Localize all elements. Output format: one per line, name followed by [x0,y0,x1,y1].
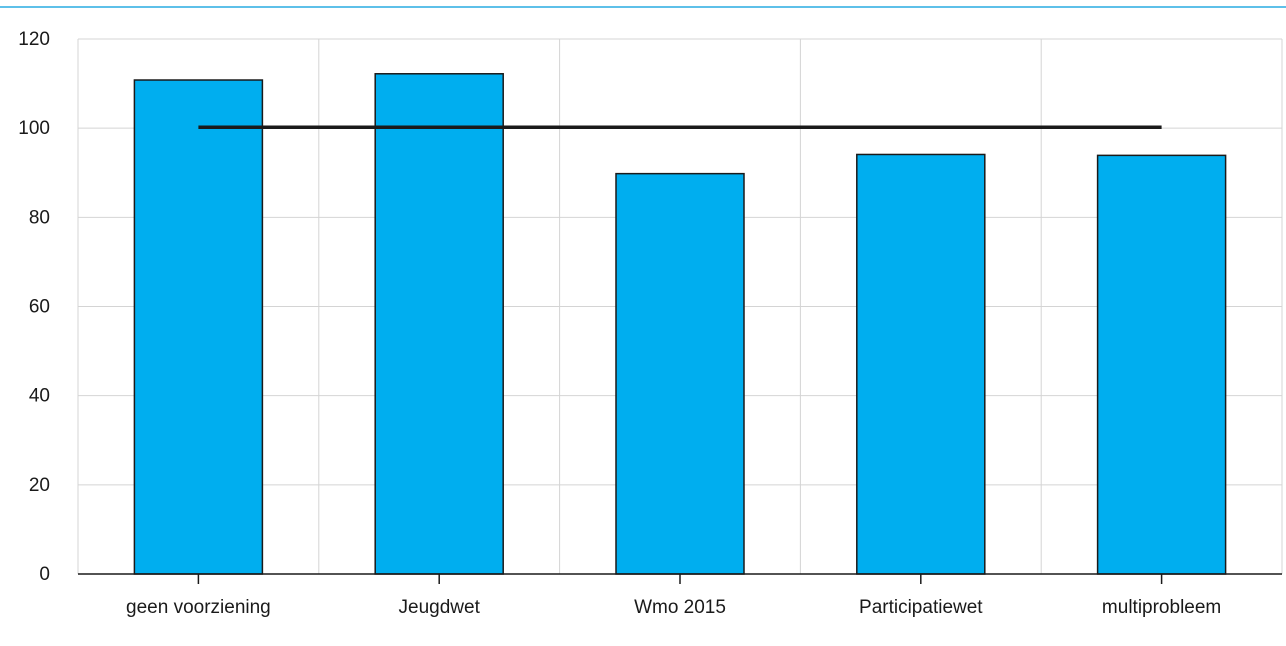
bar-5 [1096,154,1227,575]
bar-1 [133,79,264,575]
bar-3 [615,172,745,575]
axes [77,39,1282,584]
y-tick-labels: 0 20 40 60 80 100 120 [18,29,50,585]
x-tick-label-1: geen voorziening [126,597,271,618]
x-tick-label-4: Participatiewet [859,597,983,618]
y-tick-label-100: 100 [18,118,50,139]
bar-2 [374,73,504,575]
bars [133,73,1227,575]
y-tick-label-40: 40 [29,386,50,407]
x-tick-label-5: multiprobleem [1102,597,1221,618]
y-tick-label-60: 60 [29,297,50,318]
y-tick-label-20: 20 [29,475,50,496]
x-tick-label-2: Jeugdwet [399,597,481,618]
y-tick-label-120: 120 [18,29,50,50]
y-tick-label-80: 80 [29,207,50,228]
x-tick-labels: geen voorziening Jeugdwet Wmo 2015 Particip… [126,597,1221,618]
x-tick-label-3: Wmo 2015 [634,597,726,618]
y-tick-label-0: 0 [39,564,50,585]
bar-4 [856,153,986,575]
